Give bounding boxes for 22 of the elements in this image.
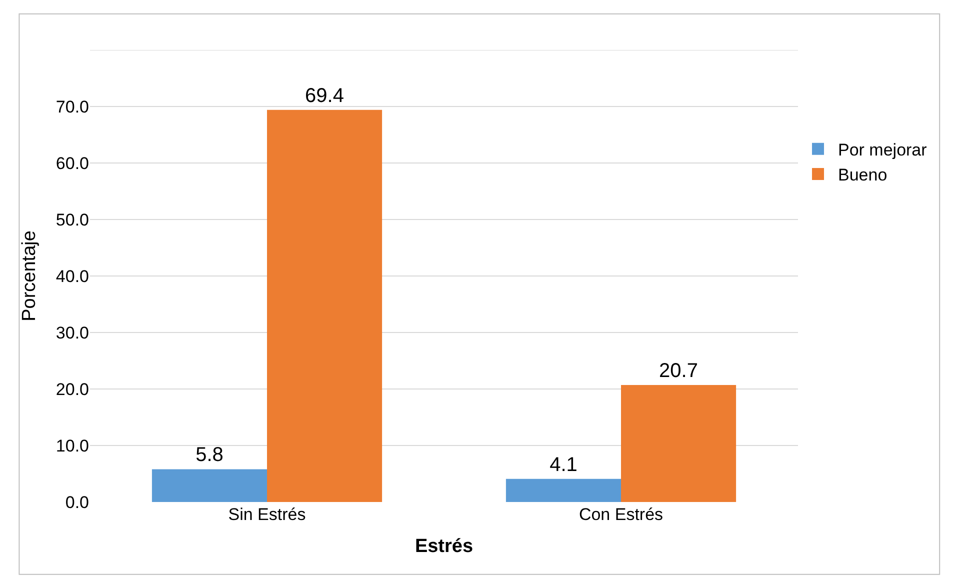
y-tick-label: 50.0 (56, 210, 89, 230)
y-tick-label: 30.0 (56, 323, 89, 342)
y-tick-label: 60.0 (56, 154, 89, 173)
legend-label: Bueno (838, 166, 888, 185)
x-tick-label: Sin Estrés (228, 505, 306, 524)
x-axis-title: Estrés (414, 536, 474, 557)
bar (267, 110, 382, 502)
y-tick-label: 20.0 (56, 380, 89, 399)
y-tick-label: 40.0 (56, 266, 89, 286)
bar (506, 478, 621, 502)
data-label: 20.7 (659, 360, 698, 382)
x-tick-label: Con Estrés (578, 505, 664, 524)
data-label: 4.1 (550, 454, 578, 476)
data-label: 5.8 (196, 444, 224, 466)
y-tick-label: 10.0 (56, 436, 89, 456)
legend-label: Por mejorar (838, 140, 928, 160)
data-label: 69.4 (305, 84, 344, 107)
bar (152, 469, 267, 502)
y-axis-title: Porcentaje (18, 230, 40, 322)
y-tick-label: 0.0 (65, 492, 89, 512)
bar (621, 385, 736, 502)
y-tick-label: 70.0 (56, 97, 89, 116)
